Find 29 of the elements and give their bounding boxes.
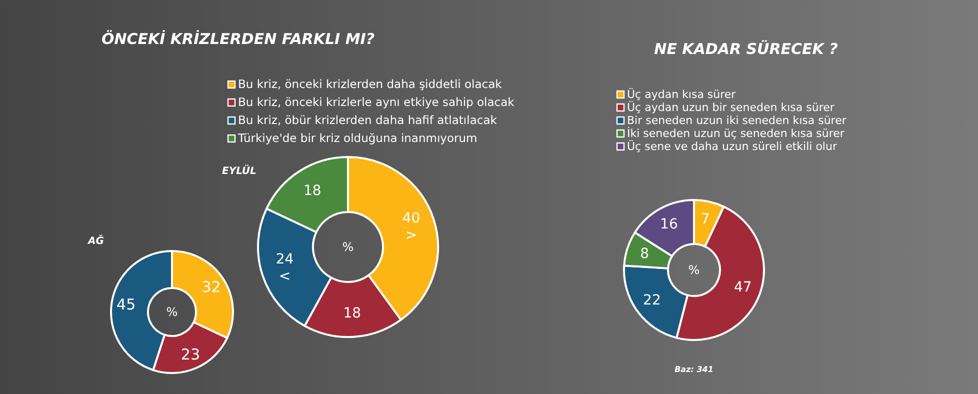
data-label: 8 (640, 246, 650, 262)
text: % (342, 240, 354, 254)
data-label: 23 (180, 346, 200, 364)
data-label: 22 (643, 292, 661, 309)
legend-label: Bu kriz, önceki krizlerden daha şiddetli olacak (238, 77, 502, 91)
legend-label: Bu kriz, öbür krizlerden daha hafif atlatılacak (238, 113, 498, 127)
chart-title: ÖNCEKİ KRİZLERDEN FARKLI MI? (101, 30, 375, 48)
text: % (166, 305, 178, 319)
data-label: 24 < (276, 252, 294, 285)
text: % (688, 263, 700, 277)
legend-label: Üç aydan uzun bir seneden kısa sürer (627, 100, 835, 114)
text: Baz: 341 (674, 365, 714, 374)
text: EYLÜL (222, 164, 256, 177)
data-label: 7 (700, 211, 710, 228)
data-label: 18 (303, 182, 322, 199)
data-label: 40 > (402, 210, 420, 244)
data-label: 32 (202, 278, 221, 296)
data-label: 47 (734, 280, 752, 296)
chart-title: NE KADAR SÜRECEK ? (654, 40, 838, 58)
data-label: 45 (116, 296, 136, 314)
chart-subtitle: AĞ (87, 234, 104, 247)
legend-label: İki seneden uzun üç seneden kısa sürer (627, 126, 845, 140)
legend-label: Üç aydan kısa sürer (627, 87, 736, 101)
legend-label: Bu kriz, önceki krizlerle aynı etkiye sahip olacak (238, 95, 515, 109)
data-label: 16 (660, 216, 678, 232)
data-label: 18 (343, 305, 362, 322)
legend-label: Üç sene ve daha uzun süreli etkili olur (627, 139, 838, 153)
legend-label: Bir seneden uzun iki seneden kısa sürer (627, 114, 847, 127)
legend-label: Türkiye'de bir kriz olduğuna inanmıyorum (237, 131, 478, 145)
